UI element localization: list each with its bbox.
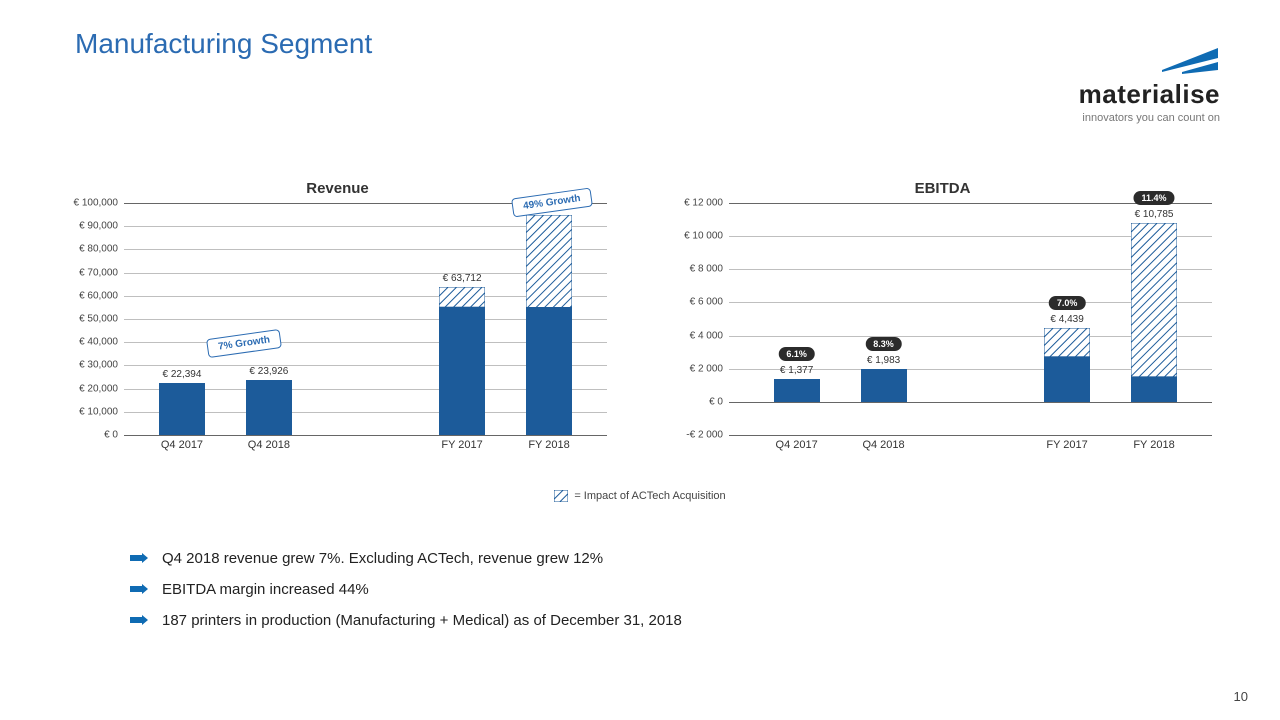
y-axis-label: € 40,000 — [79, 337, 124, 348]
x-axis-label: FY 2017 — [441, 439, 482, 451]
bullet-text: EBITDA margin increased 44% — [162, 581, 369, 598]
x-axis-label: Q4 2018 — [248, 439, 290, 451]
percent-badge: 8.3% — [865, 337, 902, 351]
x-axis-label: Q4 2018 — [862, 439, 904, 451]
logo-wordmark: materialise — [1020, 79, 1220, 110]
bar-value-label: € 1,377 — [780, 365, 813, 376]
arrow-icon — [130, 584, 148, 596]
bullet-text: Q4 2018 revenue grew 7%. Excluding ACTec… — [162, 550, 603, 567]
x-axis-label: FY 2018 — [528, 439, 569, 451]
y-axis-label: € 50,000 — [79, 314, 124, 325]
x-axis-label: Q4 2017 — [161, 439, 203, 451]
chart-legend: = Impact of ACTech Acquisition — [0, 490, 1280, 502]
y-axis-label: € 12 000 — [684, 198, 729, 209]
x-axis-label: FY 2017 — [1046, 439, 1087, 451]
bar-value-label: € 1,983 — [867, 355, 900, 366]
bullet-list: Q4 2018 revenue grew 7%. Excluding ACTec… — [130, 550, 682, 643]
y-axis-label: € 0 — [104, 430, 124, 441]
bar-value-label: € 22,394 — [162, 369, 201, 380]
chart-plot: -€ 2 000 € 0 € 2 000 € 4 000 € 6 000 € 8 000 €… — [665, 203, 1220, 455]
percent-badge: 6.1% — [778, 347, 815, 361]
brand-logo: materialise innovators you can count on — [1020, 48, 1220, 124]
slide: Manufacturing Segment materialise innova… — [0, 0, 1280, 720]
y-axis-label: € 100,000 — [74, 198, 125, 209]
y-axis-label: € 90,000 — [79, 221, 124, 232]
bar-value-label: € 10,785 — [1135, 209, 1174, 220]
y-axis-label: € 30,000 — [79, 360, 124, 371]
chart-title: Revenue — [60, 180, 615, 197]
percent-badge: 7.0% — [1049, 296, 1086, 310]
bar-value-label: € 63,712 — [443, 273, 482, 284]
y-axis-label: € 70,000 — [79, 267, 124, 278]
y-axis-label: € 2 000 — [690, 363, 729, 374]
y-axis-label: € 20,000 — [79, 383, 124, 394]
revenue-chart: Revenue € 0 € 10,000 € 20,000 € 30,000 € 40,… — [60, 180, 615, 480]
percent-badge: 11.4% — [1134, 191, 1175, 205]
arrow-icon — [130, 615, 148, 627]
y-axis-label: € 8 000 — [690, 264, 729, 275]
legend-label: = Impact of ACTech Acquisition — [574, 490, 725, 502]
ebitda-chart: EBITDA -€ 2 000€ 0€ 2 000€ 4 000€ 6 000€… — [665, 180, 1220, 480]
y-axis-label: € 6 000 — [690, 297, 729, 308]
y-axis-label: € 60,000 — [79, 290, 124, 301]
bar-value-label: € 23,926 — [249, 366, 288, 377]
bullet-text: 187 printers in production (Manufacturin… — [162, 612, 682, 629]
legend-swatch-icon — [554, 490, 568, 502]
arrow-icon — [130, 553, 148, 565]
y-axis-label: -€ 2 000 — [686, 430, 729, 441]
y-axis-label: € 0 — [709, 396, 729, 407]
bar-value-label: € 4,439 — [1050, 314, 1083, 325]
bullet-item: 187 printers in production (Manufacturin… — [130, 612, 682, 629]
x-axis-label: FY 2018 — [1133, 439, 1174, 451]
logo-tagline: innovators you can count on — [1020, 112, 1220, 124]
x-axis-label: Q4 2017 — [776, 439, 818, 451]
logo-mark-icon — [1160, 48, 1220, 74]
y-axis-label: € 80,000 — [79, 244, 124, 255]
page-title: Manufacturing Segment — [75, 28, 372, 60]
chart-plot: € 0 € 10,000 € 20,000 € 30,000 € 40,000 € 50,… — [60, 203, 615, 455]
y-axis-label: € 4 000 — [690, 330, 729, 341]
chart-row: Revenue € 0 € 10,000 € 20,000 € 30,000 € 40,… — [60, 180, 1220, 480]
bullet-item: Q4 2018 revenue grew 7%. Excluding ACTec… — [130, 550, 682, 567]
y-axis-label: € 10 000 — [684, 231, 729, 242]
y-axis-label: € 10,000 — [79, 406, 124, 417]
page-number: 10 — [1234, 689, 1248, 704]
bullet-item: EBITDA margin increased 44% — [130, 581, 682, 598]
